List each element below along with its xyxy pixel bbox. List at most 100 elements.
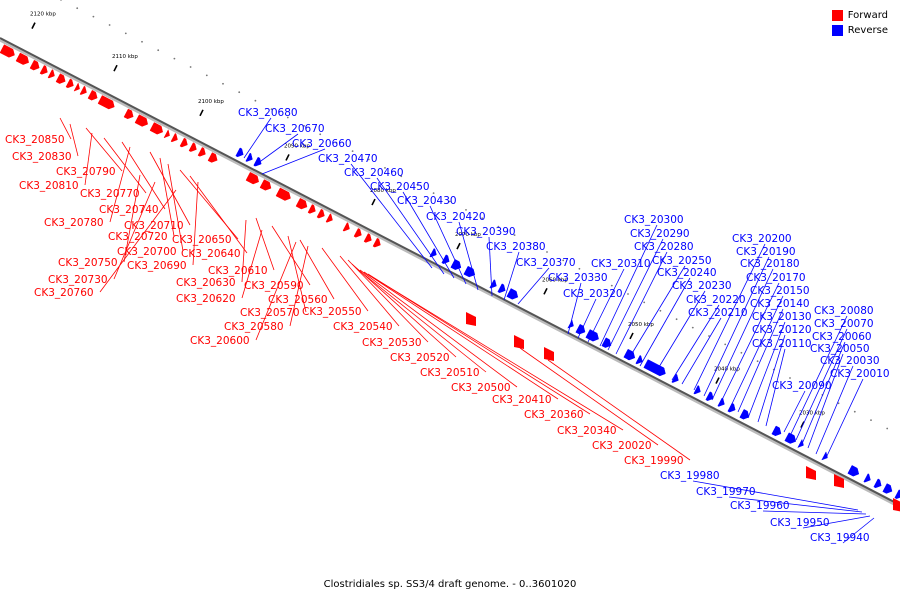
ruler-dot: [805, 385, 808, 388]
gene-label: CK3_20580: [224, 321, 284, 333]
leader-line: [159, 157, 175, 237]
ruler-dot: [335, 141, 338, 144]
ruler-dot: [270, 108, 273, 110]
gene-label: CK3_20190: [736, 246, 796, 258]
tick-mark: [456, 242, 461, 250]
gene-label: CK3_20690: [127, 260, 187, 272]
leader-line: [271, 225, 311, 286]
leader-line: [711, 268, 774, 401]
tick-mark: [113, 64, 118, 72]
forward-gene-block: [170, 133, 178, 143]
reverse-gene-block: [441, 254, 450, 264]
tick-label: 2060 kbp: [542, 277, 568, 283]
gene-label: CK3_20530: [362, 337, 422, 349]
leader-line: [402, 191, 455, 279]
leader-lines: [59, 117, 875, 544]
reverse-gene-block: [575, 323, 586, 335]
leader-line: [123, 174, 141, 263]
gene-label: CK3_20720: [108, 231, 168, 243]
gene-blocks: [0, 44, 900, 512]
leader-line: [243, 117, 272, 159]
legend-label-reverse: Reverse: [847, 25, 888, 36]
ruler-dot: [400, 175, 403, 178]
legend-entry-forward: Forward: [831, 8, 888, 23]
gene-label: CK3_20570: [240, 307, 300, 319]
reverse-gene-block: [245, 152, 253, 162]
forward-gene-block: [372, 237, 381, 248]
leader-line: [567, 282, 582, 335]
ruler-dot: [92, 15, 95, 18]
ruler-dot: [205, 74, 208, 77]
reverse-gene-block: [601, 337, 612, 348]
leader-line: [287, 235, 307, 313]
legend-entry-reverse: Reverse: [831, 23, 888, 38]
gene-label: CK3_20430: [397, 195, 457, 207]
reverse-gene-block: [882, 483, 893, 494]
ruler-dot: [254, 99, 257, 102]
ruler-dot: [319, 133, 322, 136]
leader-line: [503, 251, 520, 301]
gene-label: CK3_20340: [557, 425, 617, 437]
gene-label: CK3_20750: [58, 257, 118, 269]
gene-label: CK3_20140: [750, 298, 810, 310]
forward-gene-block: [97, 95, 115, 110]
leader-line: [84, 132, 93, 186]
reverse-gene-block: [797, 438, 804, 448]
gene-label: CK3_20130: [752, 311, 812, 323]
ruler-dot: [416, 183, 419, 186]
forward-swatch: [831, 10, 843, 21]
leader-line: [825, 378, 864, 459]
gene-label: CK3_20640: [181, 248, 241, 260]
ruler-dot: [351, 150, 354, 153]
ruler-dot: [367, 158, 370, 161]
leader-line: [757, 334, 786, 423]
forward-gene-block: [893, 498, 900, 512]
forward-gene-block: [834, 474, 844, 488]
gene-label: CK3_20180: [740, 258, 800, 270]
gene-label: CK3_20240: [657, 267, 717, 279]
leader-line: [69, 123, 79, 157]
strand-legend: Forward Reverse: [831, 8, 888, 38]
forward-gene-block: [188, 142, 197, 152]
leader-line: [149, 151, 191, 226]
tick-label: 2030 kbp: [799, 411, 825, 417]
gene-label: CK3_20470: [318, 153, 378, 165]
gene-label: CK3_20740: [99, 204, 159, 216]
gene-label: CK3_20210: [688, 307, 748, 319]
gene-labels: CK3_20850CK3_20830CK3_20790CK3_20810CK3_…: [5, 107, 890, 544]
reverse-gene-block: [235, 147, 244, 158]
gene-label: CK3_20120: [752, 324, 812, 336]
forward-gene-block: [259, 179, 272, 191]
gene-label: CK3_20250: [652, 255, 712, 267]
gene-label: CK3_20370: [516, 257, 576, 269]
leader-line: [703, 256, 770, 397]
reverse-swatch: [831, 25, 843, 36]
leader-line: [359, 269, 518, 388]
forward-gene-block: [73, 82, 80, 92]
leader-line: [99, 189, 177, 293]
forward-gene-block: [316, 208, 325, 219]
ruler-dot: [384, 167, 386, 169]
gene-label: CK3_20080: [814, 305, 874, 317]
reverse-gene-block: [497, 283, 506, 293]
gene-label: CK3_20500: [451, 382, 511, 394]
gene-label: CK3_20830: [12, 151, 72, 163]
tick-mark: [800, 421, 805, 429]
reverse-gene-block: [585, 329, 599, 342]
ruler-dot: [497, 225, 500, 228]
forward-gene-block: [363, 233, 372, 243]
tick-label: 2110 kbp: [112, 54, 138, 60]
gene-label: CK3_20680: [238, 107, 298, 119]
leader-line: [517, 267, 550, 305]
gene-label: CK3_20200: [732, 233, 792, 245]
gene-label: CK3_20150: [750, 285, 810, 297]
leader-line: [519, 347, 659, 446]
ruler-dot: [562, 259, 565, 262]
gene-label: CK3_20330: [548, 272, 608, 284]
gene-label: CK3_20300: [624, 214, 684, 226]
reverse-gene-block: [450, 259, 462, 270]
gene-label: CK3_20540: [333, 321, 393, 333]
forward-gene-block: [79, 85, 87, 95]
forward-gene-block: [87, 89, 98, 101]
